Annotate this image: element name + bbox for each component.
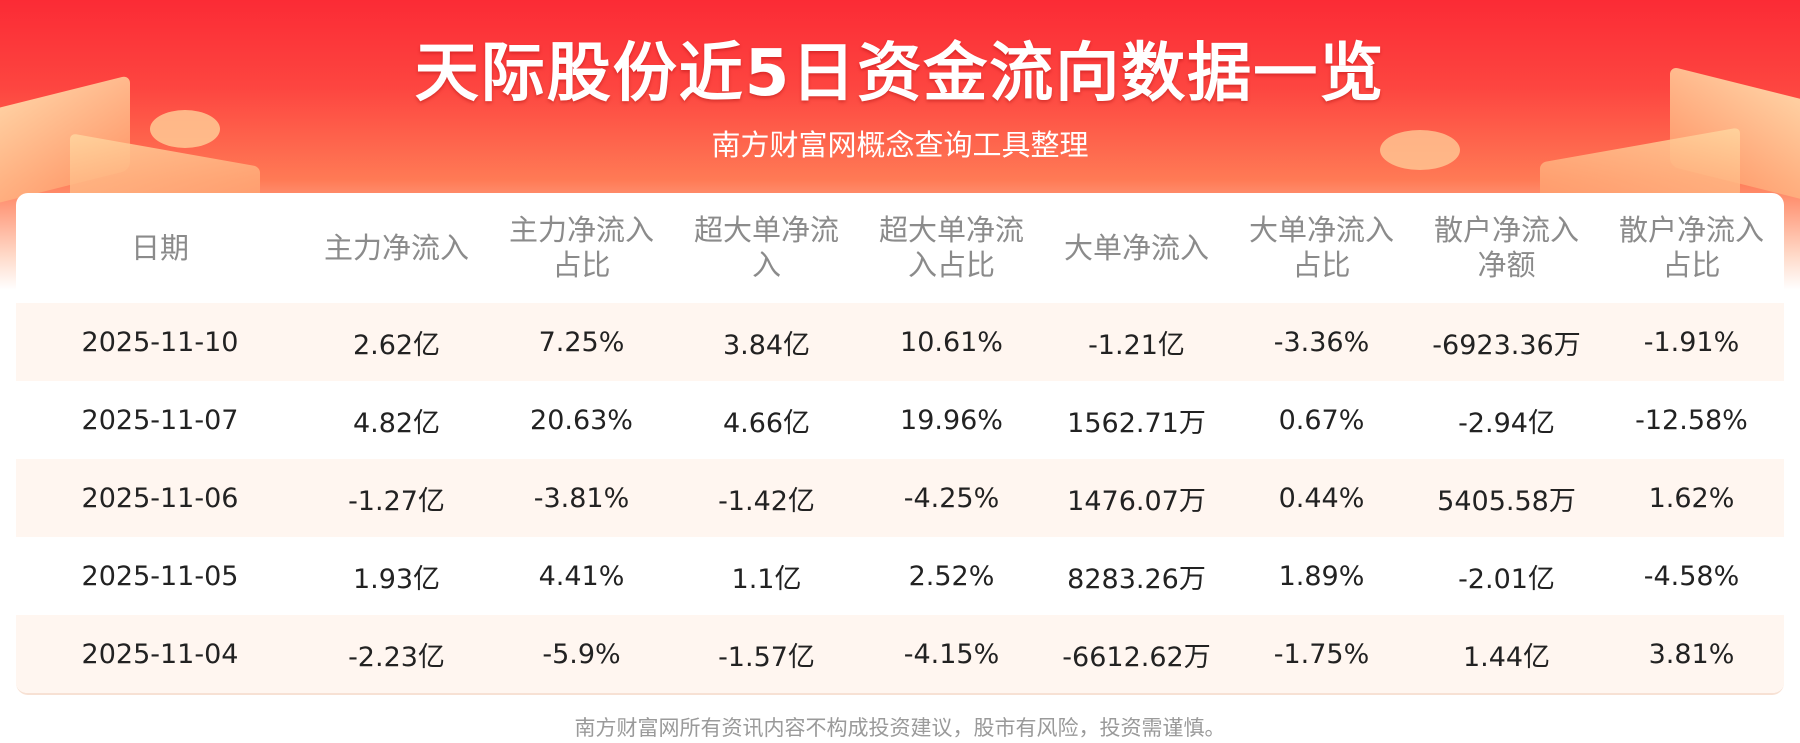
table-cell: -3.36%	[1229, 303, 1414, 381]
table-cell: -1.57亿	[674, 615, 859, 693]
page-title: 天际股份近5日资金流向数据一览	[414, 37, 1386, 111]
table-cell: -1.75%	[1229, 615, 1414, 693]
table-cell: -4.15%	[859, 615, 1044, 693]
table-cell: -6612.62万	[1044, 615, 1229, 693]
table-row: 2025-11-07 4.82亿 20.63% 4.66亿 19.96% 1562.71万…	[16, 381, 1784, 459]
table-cell: -4.25%	[859, 459, 1044, 537]
table-cell: -1.21亿	[1044, 303, 1229, 381]
table-cell: -2.23亿	[304, 615, 489, 693]
table-header: 日期 主力净流入 主力净流入占比 超大单净流入 超大单净流入占比 大单净流入 大单净流入占比…	[16, 193, 1784, 303]
table-row: 2025-11-05 1.93亿 4.41% 1.1亿 2.52% 8283.26万 1.8…	[16, 537, 1784, 615]
table-cell: 1.62%	[1599, 459, 1784, 537]
table-cell: 20.63%	[489, 381, 674, 459]
table-cell: 1562.71万	[1044, 381, 1229, 459]
column-header: 大单净流入占比	[1248, 213, 1394, 282]
column-header: 散户净流入净额	[1433, 213, 1579, 282]
table-cell: -3.81%	[489, 459, 674, 537]
column-header: 散户净流入占比	[1618, 213, 1764, 282]
table-cell: 0.44%	[1229, 459, 1414, 537]
column-header: 超大单净流入	[693, 213, 839, 282]
table-cell: 5405.58万	[1414, 459, 1599, 537]
table-cell: -2.01亿	[1414, 537, 1599, 615]
table-body: 2025-11-10 2.62亿 7.25% 3.84亿 10.61% -1.21亿 -3.…	[16, 303, 1784, 693]
table-row: 2025-11-10 2.62亿 7.25% 3.84亿 10.61% -1.21亿 -3.…	[16, 303, 1784, 381]
table-cell: 4.66亿	[674, 381, 859, 459]
table-cell: 2.52%	[859, 537, 1044, 615]
table-cell: 4.82亿	[304, 381, 489, 459]
table-cell: 2025-11-07	[16, 381, 304, 459]
coin-decoration-right	[1380, 130, 1460, 170]
table-cell: 2025-11-06	[16, 459, 304, 537]
table-cell: 0.67%	[1229, 381, 1414, 459]
column-header: 大单净流入	[1063, 230, 1209, 265]
table-cell: -1.27亿	[304, 459, 489, 537]
coin-decoration-left	[150, 110, 220, 148]
data-card: 南方财富网 southmoney.com 日期主力净流入主力净流入占比超大单净流…	[16, 193, 1784, 695]
column-header: 主力净流入占比	[508, 213, 654, 282]
table-cell: 8283.26万	[1044, 537, 1229, 615]
disclaimer-footer: 南方财富网所有资讯内容不构成投资建议，股市有风险，投资需谨慎。	[574, 716, 1226, 740]
table-cell: -6923.36万	[1414, 303, 1599, 381]
table-cell: 1.1亿	[674, 537, 859, 615]
table-cell: 2.62亿	[304, 303, 489, 381]
table-cell: 1.93亿	[304, 537, 489, 615]
table-cell: 7.25%	[489, 303, 674, 381]
table-cell: 2025-11-10	[16, 303, 304, 381]
table-cell: 3.84亿	[674, 303, 859, 381]
table-cell: -5.9%	[489, 615, 674, 693]
table-row: 2025-11-06 -1.27亿 -3.81% -1.42亿 -4.25% 1476.0…	[16, 459, 1784, 537]
table-cell: 2025-11-05	[16, 537, 304, 615]
table-cell: -4.58%	[1599, 537, 1784, 615]
table-cell: 1.89%	[1229, 537, 1414, 615]
column-header: 日期	[130, 230, 189, 265]
table-cell: 10.61%	[859, 303, 1044, 381]
table-cell: -2.94亿	[1414, 381, 1599, 459]
table-cell: 2025-11-04	[16, 615, 304, 693]
table-cell: 1476.07万	[1044, 459, 1229, 537]
table-cell: 3.81%	[1599, 615, 1784, 693]
column-header: 超大单净流入占比	[878, 213, 1024, 282]
table-cell: 4.41%	[489, 537, 674, 615]
fund-flow-table: 日期 主力净流入 主力净流入占比 超大单净流入 超大单净流入占比 大单净流入 大单净流入占比…	[16, 193, 1784, 693]
column-header: 主力净流入	[323, 230, 469, 265]
table-row: 2025-11-04 -2.23亿 -5.9% -1.57亿 -4.15% -6612.6…	[16, 615, 1784, 693]
header-row: 日期 主力净流入 主力净流入占比 超大单净流入 超大单净流入占比 大单净流入 大单净流入占比…	[16, 193, 1784, 303]
page-subtitle: 南方财富网概念查询工具整理	[711, 128, 1089, 162]
table-cell: -1.42亿	[674, 459, 859, 537]
table-cell: -1.91%	[1599, 303, 1784, 381]
table-cell: 1.44亿	[1414, 615, 1599, 693]
table-cell: -12.58%	[1599, 381, 1784, 459]
table-cell: 19.96%	[859, 381, 1044, 459]
